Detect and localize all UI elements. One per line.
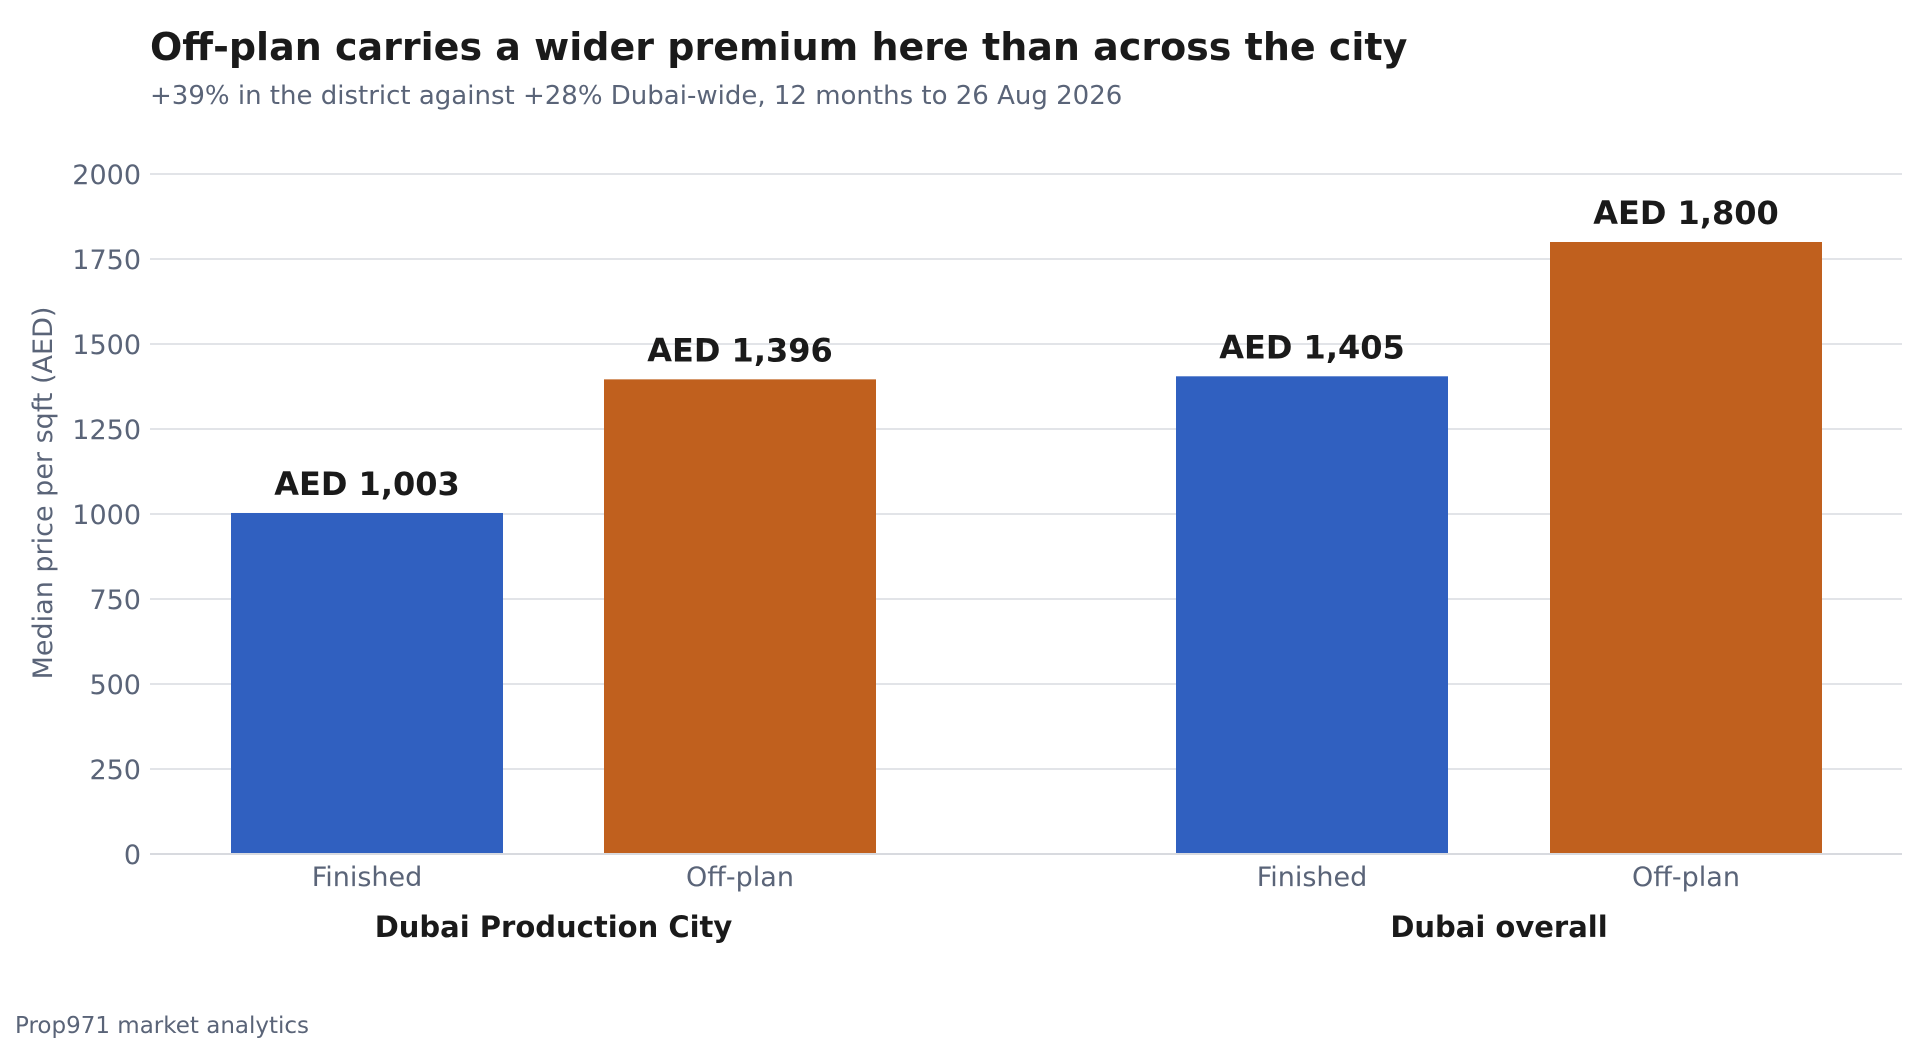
y-tick-label: 1750 bbox=[72, 245, 141, 276]
bar bbox=[1176, 376, 1448, 854]
chart-title: Off-plan carries a wider premium here th… bbox=[150, 25, 1408, 69]
y-tick-label: 2000 bbox=[72, 160, 141, 191]
x-category-label: Finished bbox=[1257, 862, 1368, 893]
x-axis-categories: Finished Off-plan Dubai Production City Fin… bbox=[312, 862, 1740, 944]
bar-value-label: AED 1,405 bbox=[1219, 328, 1405, 366]
bar-value-label: AED 1,800 bbox=[1593, 194, 1779, 232]
y-tick-label: 1500 bbox=[72, 330, 141, 361]
bar bbox=[1550, 242, 1822, 854]
y-tick-label: 500 bbox=[89, 670, 141, 701]
chart-subtitle: +39% in the district against +28% Dubai-… bbox=[150, 81, 1122, 111]
bars bbox=[231, 242, 1822, 854]
group-label: Dubai overall bbox=[1390, 910, 1607, 944]
y-axis-ticks: 0 250 500 750 1000 1250 1500 1750 2000 bbox=[72, 160, 141, 871]
bar-value-label: AED 1,003 bbox=[274, 465, 460, 503]
bar bbox=[231, 512, 503, 854]
source-note: Prop971 market analytics bbox=[15, 1013, 309, 1039]
group-label: Dubai Production City bbox=[375, 910, 733, 944]
y-axis-label: Median price per sqft (AED) bbox=[28, 307, 59, 680]
bar-value-label: AED 1,396 bbox=[647, 331, 833, 369]
x-category-label: Off-plan bbox=[686, 862, 794, 893]
data-labels: AED 1,003 AED 1,396 AED 1,405 AED 1,800 bbox=[274, 194, 1779, 503]
y-tick-label: 0 bbox=[124, 840, 141, 871]
x-category-label: Finished bbox=[312, 862, 423, 893]
y-tick-label: 750 bbox=[89, 585, 141, 616]
y-tick-label: 250 bbox=[89, 755, 141, 786]
bar bbox=[604, 379, 876, 854]
y-tick-label: 1000 bbox=[72, 500, 141, 531]
x-category-label: Off-plan bbox=[1632, 862, 1740, 893]
y-tick-label: 1250 bbox=[72, 415, 141, 446]
